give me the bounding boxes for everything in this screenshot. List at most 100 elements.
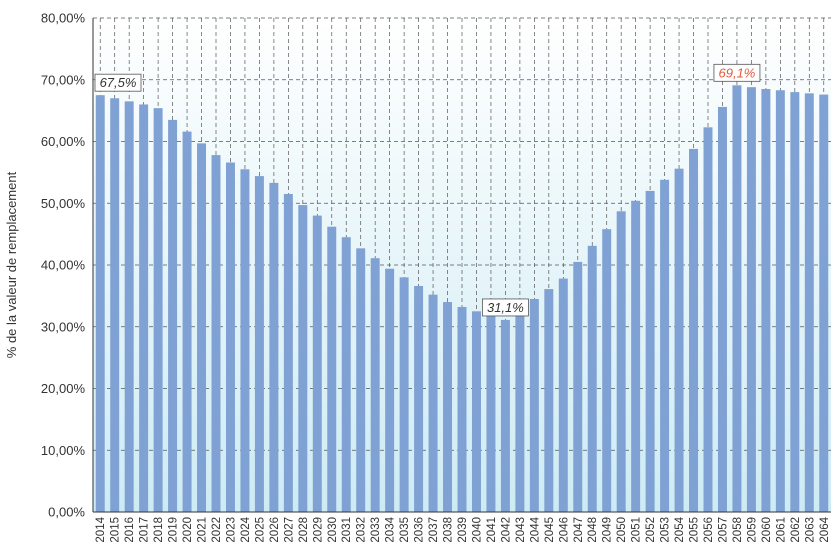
bar-2053 bbox=[660, 179, 670, 512]
bar-2060 bbox=[761, 89, 771, 512]
x-tick-label: 2064 bbox=[819, 516, 831, 542]
bar-2030 bbox=[327, 226, 337, 512]
x-tick-label: 2023 bbox=[225, 517, 237, 543]
x-tick-label: 2042 bbox=[500, 517, 512, 543]
bar-2017 bbox=[139, 104, 149, 512]
x-tick-label: 2037 bbox=[428, 517, 440, 543]
bar-2019 bbox=[168, 119, 178, 512]
bar-2024 bbox=[240, 169, 250, 512]
bar-2022 bbox=[211, 155, 221, 512]
x-tick-label: 2031 bbox=[341, 517, 353, 543]
bar-2020 bbox=[182, 131, 192, 512]
x-tick-label: 2053 bbox=[660, 517, 672, 543]
x-tick-label: 2045 bbox=[544, 517, 556, 543]
bar-2029 bbox=[312, 215, 322, 512]
x-tick-label: 2020 bbox=[182, 517, 194, 543]
x-tick-label: 2030 bbox=[327, 517, 339, 543]
bar-2045 bbox=[544, 289, 554, 512]
x-tick-label: 2048 bbox=[587, 517, 599, 543]
x-tick-label: 2025 bbox=[254, 517, 266, 543]
x-tick-label: 2062 bbox=[790, 517, 802, 543]
bar-2014 bbox=[95, 95, 105, 512]
bar-2055 bbox=[689, 148, 699, 512]
x-tick-label: 2033 bbox=[370, 517, 382, 543]
x-tick-label: 2021 bbox=[197, 517, 209, 543]
y-tick-label: 30,00% bbox=[41, 319, 86, 334]
y-tick-label: 40,00% bbox=[41, 258, 86, 273]
x-tick-label: 2050 bbox=[616, 517, 628, 543]
bar-2058 bbox=[732, 85, 742, 513]
bar-2054 bbox=[674, 168, 684, 513]
x-tick-label: 2058 bbox=[732, 517, 744, 543]
bar-2043 bbox=[515, 309, 525, 512]
x-tick-label: 2016 bbox=[124, 517, 136, 543]
x-tick-label: 2015 bbox=[110, 517, 122, 543]
bar-2046 bbox=[558, 278, 568, 512]
y-tick-label: 70,00% bbox=[41, 72, 86, 87]
x-tick-label: 2059 bbox=[746, 517, 758, 543]
x-axis-tick-labels: 2014 2015 2016 2017 2018 2019 2020 2021 2022 2023… bbox=[95, 516, 831, 542]
x-tick-label: 2060 bbox=[761, 517, 773, 543]
x-tick-label: 2019 bbox=[168, 517, 180, 543]
annotations: 67,5% 31,1% 69,1% bbox=[94, 63, 761, 317]
bar-2050 bbox=[616, 211, 626, 512]
bar-2057 bbox=[717, 106, 727, 513]
x-tick-label: 2049 bbox=[602, 517, 614, 543]
bar-2038 bbox=[443, 302, 453, 512]
x-tick-label: 2029 bbox=[312, 517, 324, 543]
x-tick-label: 2040 bbox=[471, 517, 483, 543]
annotation-box bbox=[94, 73, 142, 92]
x-tick-label: 2034 bbox=[385, 516, 397, 542]
y-tick-label: 50,00% bbox=[41, 196, 86, 211]
y-tick-label: 80,00% bbox=[41, 11, 86, 26]
bar-2034 bbox=[385, 268, 395, 512]
annotation-label: 69,1% bbox=[719, 65, 756, 80]
x-tick-label: 2022 bbox=[211, 517, 223, 543]
y-tick-label: 10,00% bbox=[41, 443, 86, 458]
x-tick-label: 2026 bbox=[269, 517, 281, 543]
bar-2027 bbox=[283, 193, 293, 513]
bar-2047 bbox=[573, 261, 583, 512]
annotation-label: 31,1% bbox=[487, 300, 524, 315]
bar-2064 bbox=[819, 94, 829, 512]
x-tick-label: 2061 bbox=[775, 517, 787, 543]
bar-2015 bbox=[110, 98, 120, 513]
bar-2063 bbox=[804, 93, 814, 513]
x-tick-label: 2014 bbox=[95, 516, 107, 542]
x-tick-label: 2027 bbox=[283, 517, 295, 543]
bar-2052 bbox=[645, 190, 655, 512]
bar-2036 bbox=[414, 285, 424, 512]
x-tick-label: 2052 bbox=[645, 517, 657, 543]
x-tick-label: 2028 bbox=[298, 517, 310, 543]
x-tick-label: 2039 bbox=[457, 517, 469, 543]
x-tick-label: 2056 bbox=[703, 517, 715, 543]
bar-2040 bbox=[471, 311, 481, 512]
bar-2062 bbox=[790, 92, 800, 512]
x-tick-label: 2063 bbox=[804, 517, 816, 543]
bar-2035 bbox=[399, 277, 409, 512]
annotation-box bbox=[713, 63, 761, 82]
bar-2049 bbox=[602, 229, 612, 512]
x-tick-label: 2044 bbox=[529, 516, 541, 542]
bar-2039 bbox=[457, 306, 467, 512]
bar-2042 bbox=[500, 319, 510, 512]
bar-2037 bbox=[428, 294, 438, 512]
bar-2016 bbox=[124, 101, 134, 513]
bar-2061 bbox=[775, 90, 785, 512]
x-tick-label: 2035 bbox=[399, 517, 411, 543]
bar-2028 bbox=[298, 205, 308, 513]
x-tick-label: 2051 bbox=[631, 517, 643, 543]
x-tick-label: 2038 bbox=[443, 517, 455, 543]
x-tick-label: 2047 bbox=[573, 517, 585, 543]
x-tick-label: 2017 bbox=[139, 517, 151, 543]
y-tick-label: 0,00% bbox=[48, 505, 85, 520]
annotation-box bbox=[482, 298, 529, 317]
x-tick-label: 2041 bbox=[486, 517, 498, 543]
bars bbox=[95, 85, 829, 513]
bar-2031 bbox=[341, 237, 351, 512]
bar-2032 bbox=[356, 248, 366, 512]
x-tick-label: 2036 bbox=[414, 517, 426, 543]
x-tick-label: 2054 bbox=[674, 516, 686, 542]
